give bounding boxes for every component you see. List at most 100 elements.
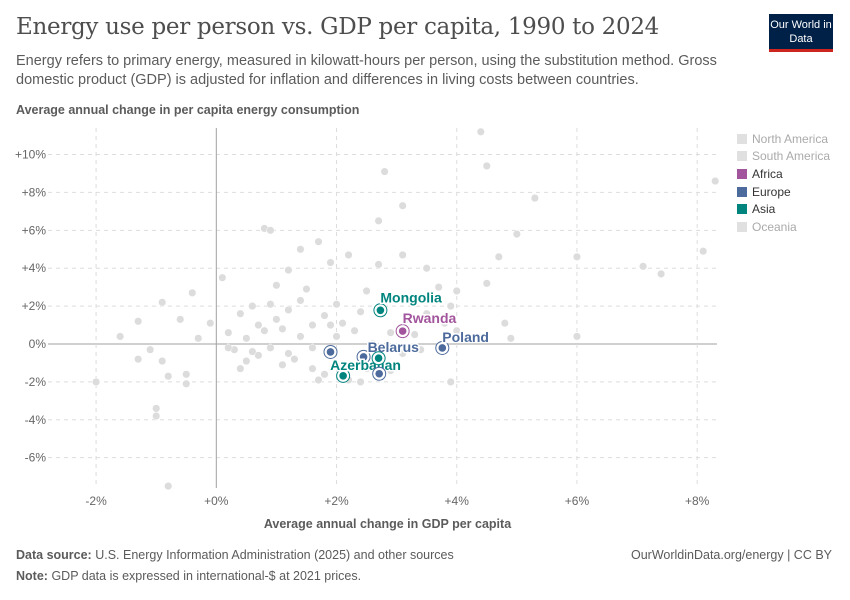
data-point <box>482 161 491 170</box>
data-point <box>266 343 275 352</box>
legend-swatch <box>737 133 747 144</box>
legend-swatch <box>737 186 747 197</box>
data-point <box>116 332 125 341</box>
legend-item[interactable]: Africa <box>737 165 830 183</box>
data-point <box>356 377 365 386</box>
data-point <box>572 332 581 341</box>
point-label: Mongolia <box>380 289 442 305</box>
data-point <box>146 345 155 354</box>
data-point <box>494 252 503 261</box>
data-point <box>386 328 395 337</box>
x-tick-label: +2% <box>324 494 349 508</box>
data-point <box>266 300 275 309</box>
data-point <box>368 339 377 349</box>
data-point <box>284 266 293 275</box>
data-point <box>639 262 648 271</box>
data-point <box>134 355 143 364</box>
legend-label: South America <box>752 149 831 164</box>
data-point <box>158 298 167 307</box>
y-axis-label: Average annual change in per capita ener… <box>16 103 360 117</box>
data-point <box>302 285 311 294</box>
y-tick-label: +10% <box>15 148 46 162</box>
data-point <box>320 370 329 379</box>
x-tick-label: +6% <box>565 494 590 508</box>
data-point <box>711 177 720 186</box>
data-point <box>422 309 431 318</box>
legend-item[interactable]: Oceania <box>737 218 830 236</box>
data-point <box>530 194 539 203</box>
data-point <box>188 288 197 297</box>
logo-text: Our World in Data <box>770 19 832 45</box>
data-point <box>242 357 251 366</box>
highlight-point <box>326 348 335 356</box>
data-point <box>434 283 443 292</box>
note-text: GDP data is expressed in international-$… <box>51 569 362 583</box>
data-point <box>314 237 323 246</box>
data-point <box>380 292 389 301</box>
data-point <box>176 315 185 324</box>
data-point <box>266 226 275 235</box>
legend-swatch <box>737 204 747 215</box>
legend-item[interactable]: Europe <box>737 183 830 201</box>
data-point <box>284 305 293 314</box>
data-point <box>152 404 161 413</box>
data-point <box>272 281 281 290</box>
data-point <box>308 321 317 330</box>
data-point <box>254 351 263 360</box>
data-point <box>440 319 449 328</box>
x-tick-label: +0% <box>204 494 229 508</box>
chart-subtitle: Energy refers to primary energy, measure… <box>16 53 717 88</box>
data-point <box>272 315 281 324</box>
data-point <box>362 364 371 373</box>
data-point <box>260 326 269 335</box>
y-tick-label: +8% <box>22 185 47 199</box>
data-point <box>446 377 455 386</box>
data-point <box>158 357 167 366</box>
data-point <box>236 364 245 373</box>
legend-swatch <box>737 221 747 232</box>
data-point <box>254 321 263 330</box>
data-point <box>398 201 407 210</box>
legend: North America South America Africa Europe As… <box>737 130 830 236</box>
data-point <box>344 250 353 259</box>
legend-item[interactable]: Asia <box>737 200 830 218</box>
legend-label: Europe <box>752 184 791 199</box>
data-point <box>572 252 581 261</box>
data-point <box>452 326 461 335</box>
y-tick-label: 0% <box>29 337 47 351</box>
data-point <box>278 324 287 333</box>
license-link[interactable]: OurWorldinData.org/energy | CC BY <box>630 548 832 562</box>
data-point <box>332 332 341 341</box>
highlight-point <box>339 372 347 380</box>
data-point <box>362 286 371 295</box>
data-point <box>224 343 233 352</box>
data-source: Data source: U.S. Energy Information Adm… <box>16 548 454 562</box>
data-point <box>290 355 299 364</box>
source-text[interactable]: U.S. Energy Information Administration (… <box>95 548 454 562</box>
data-point <box>284 349 293 358</box>
legend-item[interactable]: North America <box>737 130 830 148</box>
highlight-point <box>359 353 368 361</box>
data-point <box>476 127 485 136</box>
data-point <box>500 319 509 328</box>
data-point <box>308 364 317 373</box>
owid-logo[interactable]: Our World in Data <box>769 14 833 52</box>
data-point <box>236 309 245 318</box>
data-point <box>482 279 491 288</box>
data-point <box>152 411 161 421</box>
source-label: Data source: <box>16 548 92 562</box>
legend-item[interactable]: South America <box>737 148 830 166</box>
data-point <box>410 330 419 339</box>
data-point <box>182 370 191 379</box>
data-point <box>224 328 233 337</box>
data-point <box>320 311 329 320</box>
y-tick-label: -4% <box>25 413 47 427</box>
x-tick-label: +8% <box>685 494 710 508</box>
data-point <box>242 334 251 343</box>
data-point <box>398 250 407 259</box>
data-point <box>404 315 413 324</box>
data-point <box>374 216 383 225</box>
legend-label: North America <box>752 131 829 146</box>
data-point <box>182 379 191 388</box>
legend-swatch <box>737 168 747 179</box>
